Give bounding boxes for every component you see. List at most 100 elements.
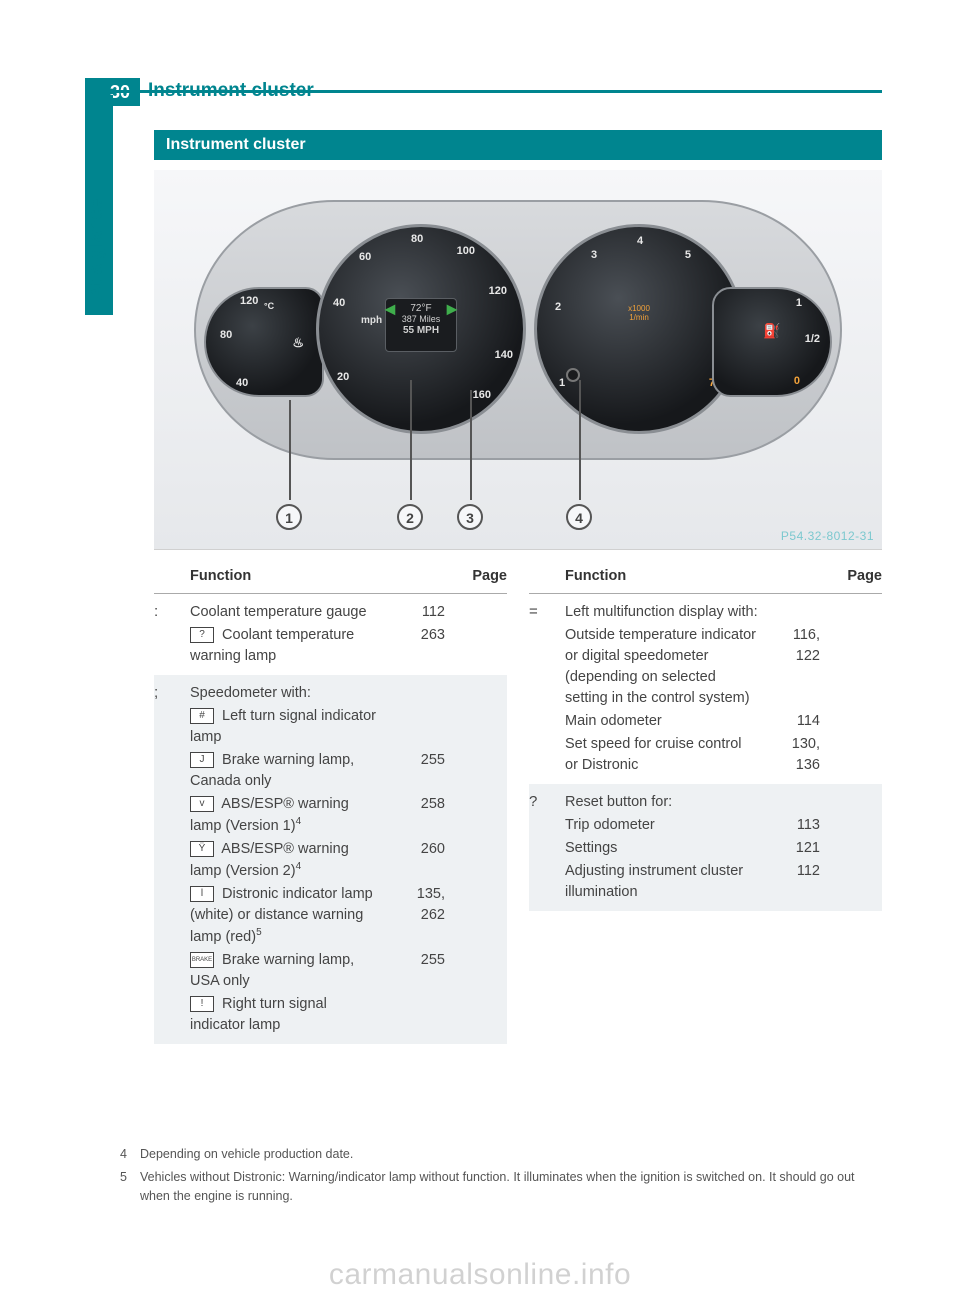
speedometer: 20 40 60 80 100 120 140 160 mph 72°F 387… xyxy=(316,224,526,434)
row-text: Coolant temperature gauge xyxy=(190,602,391,623)
coolant-tick: 120 xyxy=(240,295,258,307)
brake-canada-icon: J xyxy=(190,752,214,768)
marker-4: ? xyxy=(529,791,565,813)
coolant-warning-icon: ? xyxy=(190,627,214,643)
callout-3: 3 xyxy=(457,504,483,530)
row-text: Left turn signal indicator lamp xyxy=(190,708,376,745)
abs-esp-v1-icon: v xyxy=(190,796,214,812)
row-page: 258 xyxy=(391,794,445,837)
row-page: 116, xyxy=(793,627,820,643)
section-title-bar: Instrument cluster xyxy=(154,130,882,160)
speedo-tick: 40 xyxy=(333,297,345,309)
callout-2: 2 xyxy=(397,504,423,530)
footnote-ref: 4 xyxy=(296,861,302,872)
coolant-tick: 80 xyxy=(220,329,232,341)
right-turn-icon: ► xyxy=(443,299,461,320)
row-page: 260 xyxy=(391,839,445,882)
cell-text: Left multifunction display with: Outside… xyxy=(565,601,828,777)
row-page: 112 xyxy=(391,602,445,623)
right-turn-symbol-icon: ! xyxy=(190,996,214,1012)
cluster-body: 120 °C 80 40 ♨ 20 40 60 80 100 120 140 1… xyxy=(194,200,842,460)
row-page: 113 xyxy=(766,815,820,836)
header-rule xyxy=(85,90,882,93)
callout-4: 4 xyxy=(566,504,592,530)
footnote-ref: 5 xyxy=(256,927,262,938)
left-column: Function Page : Coolant temperature gaug… xyxy=(154,560,507,1044)
speedo-tick: 60 xyxy=(359,251,371,263)
footnote: 4 Depending on vehicle production date. xyxy=(120,1145,882,1164)
footnote-num: 5 xyxy=(120,1168,140,1206)
table-row: = Left multifunction display with: Outsi… xyxy=(529,594,882,784)
footnotes: 4 Depending on vehicle production date. … xyxy=(120,1145,882,1209)
table-header: Function Page xyxy=(154,560,507,594)
callout-line xyxy=(470,390,472,500)
row-text: Settings xyxy=(565,838,766,859)
table-header: Function Page xyxy=(529,560,882,594)
row-page xyxy=(391,706,445,748)
speedo-tick: 20 xyxy=(337,371,349,383)
tach-tick: 3 xyxy=(591,249,597,261)
cell-text: Speedometer with: # Left turn signal ind… xyxy=(190,682,453,1037)
row-page: 136 xyxy=(796,757,820,773)
footnote-num: 4 xyxy=(120,1145,140,1164)
marker-2: ; xyxy=(154,682,190,704)
row-page: 263 xyxy=(391,625,445,667)
marker-1: : xyxy=(154,601,190,623)
row-page: 121 xyxy=(766,838,820,859)
row-text: Set speed for cruise control or Distroni… xyxy=(565,734,766,776)
row-text: Outside temperature indicator or digital… xyxy=(565,625,766,709)
row-page: 135, xyxy=(417,886,445,902)
fuel-tick: 1/2 xyxy=(805,333,820,345)
row-text: Brake warning lamp, Canada only xyxy=(190,752,354,789)
coolant-icon: ♨ xyxy=(292,335,304,351)
th-function: Function xyxy=(190,566,453,587)
row-page: 255 xyxy=(391,750,445,792)
footnote-ref: 4 xyxy=(296,816,302,827)
row-page: 112 xyxy=(766,861,820,903)
coolant-unit: °C xyxy=(264,301,274,311)
fuel-tick: 0 xyxy=(794,375,800,387)
watermark: carmanualsonline.info xyxy=(0,1258,960,1292)
row-page: 262 xyxy=(421,907,445,923)
table-row: ? Reset button for: Trip odometer113 Set… xyxy=(529,784,882,911)
table-row: : Coolant temperature gauge112 ? Coolant… xyxy=(154,594,507,675)
tach-tick: 1 xyxy=(559,377,565,389)
row-page: 130, xyxy=(792,736,820,752)
fuel-gauge: 1 1/2 0 ⛽ xyxy=(712,287,832,397)
tach-unit-line: 1/min xyxy=(628,313,650,322)
th-page: Page xyxy=(828,566,882,587)
figure-code: P54.32-8012-31 xyxy=(781,529,874,543)
row-text: Adjusting instrument cluster illuminatio… xyxy=(565,861,766,903)
speedo-tick: 140 xyxy=(495,349,513,361)
row-page xyxy=(391,994,445,1036)
footnote: 5 Vehicles without Distronic: Warning/in… xyxy=(120,1168,882,1206)
row-text: Trip odometer xyxy=(565,815,766,836)
callout-line xyxy=(579,380,581,500)
coolant-gauge: 120 °C 80 40 ♨ xyxy=(204,287,324,397)
tach-unit: x1000 1/min xyxy=(628,304,650,322)
callout-line xyxy=(289,400,291,500)
cell-text: Coolant temperature gauge112 ? Coolant t… xyxy=(190,601,453,668)
row-page: 255 xyxy=(391,950,445,992)
distronic-icon: l xyxy=(190,886,214,902)
brake-usa-icon: BRAKE xyxy=(190,952,214,968)
speedo-tick: 160 xyxy=(473,389,491,401)
speedo-tick: 80 xyxy=(411,233,423,245)
row-text: Distronic indicator lamp (white) or dist… xyxy=(190,886,373,945)
tach-tick: 4 xyxy=(637,235,643,247)
row-text: Reset button for: xyxy=(565,792,766,813)
row-text: Brake warning lamp, USA only xyxy=(190,952,354,989)
tach-unit-line: x1000 xyxy=(628,304,650,313)
speedo-unit: mph xyxy=(361,315,382,326)
th-function: Function xyxy=(565,566,828,587)
fuel-tick: 1 xyxy=(796,297,802,309)
row-text: Main odometer xyxy=(565,711,766,732)
display-line: 55 MPH xyxy=(386,325,456,336)
left-turn-icon: ◄ xyxy=(381,299,399,320)
callout-line xyxy=(410,380,412,500)
side-tab-text: At a glance xyxy=(86,199,108,300)
left-turn-symbol-icon: # xyxy=(190,708,214,724)
table-row: ; Speedometer with: # Left turn signal i… xyxy=(154,675,507,1044)
page: 30 Instrument cluster At a glance Instru… xyxy=(0,0,960,1302)
callout-1: 1 xyxy=(276,504,302,530)
